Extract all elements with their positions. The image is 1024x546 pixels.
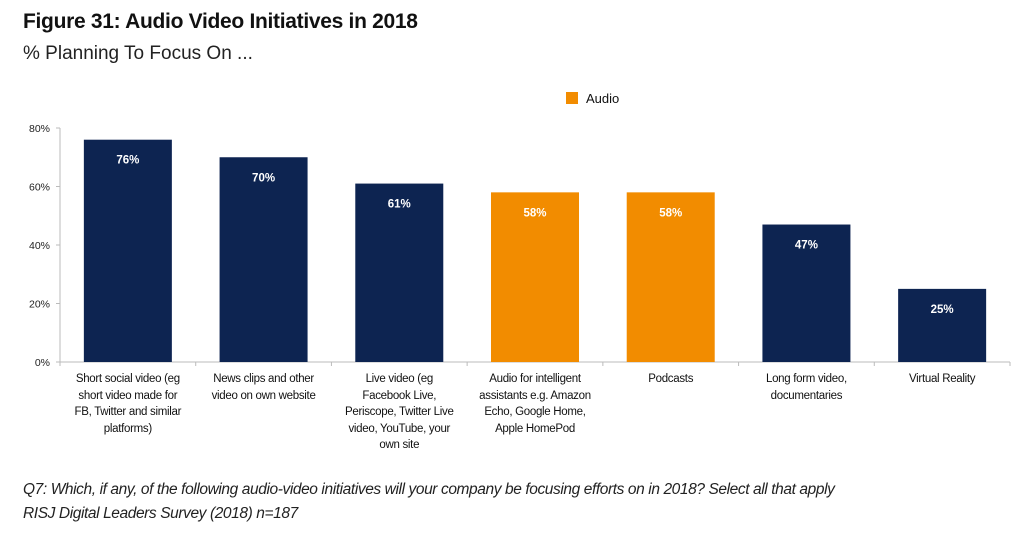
data-label: 76% [116, 155, 139, 167]
category-label-line: platforms) [103, 422, 152, 435]
bar [762, 224, 851, 362]
data-label: 58% [659, 207, 682, 219]
y-tick-label: 60% [29, 182, 50, 194]
category-label-line: Periscope, Twitter Live [344, 406, 454, 418]
data-label: 61% [388, 199, 411, 211]
chart-subtitle: % Planning To Focus On ... [23, 43, 253, 64]
data-label: 47% [795, 240, 818, 252]
bar [219, 157, 308, 362]
category-label-line: Audio for intelligent [489, 373, 581, 385]
category-label-line: FB, Twitter and similar [74, 406, 182, 418]
category-label-line: Long form video, [765, 373, 847, 385]
bar [626, 192, 715, 362]
bar [898, 288, 987, 362]
category-label-line: Short social video (eg [75, 373, 180, 385]
category-label: Live video (eg Facebook Live, Periscope, T… [333, 371, 465, 454]
category-label-line: documentaries [770, 389, 843, 402]
category-label-line: short video made for [78, 389, 178, 402]
chart-title: Figure 31: Audio Video Initiatives in 20… [23, 10, 418, 33]
category-label: Podcasts [605, 371, 737, 388]
category-label-line: Podcasts [648, 373, 694, 385]
bar [83, 139, 172, 362]
bar [491, 192, 579, 362]
legend-label: Audio [586, 91, 619, 106]
category-label-line: Live video (eg [365, 373, 434, 385]
data-label: 70% [252, 172, 275, 184]
survey-question: Q7: Which, if any, of the following audi… [23, 481, 835, 498]
category-label-line: Virtual Reality [909, 373, 976, 385]
y-tick-label: 40% [29, 240, 50, 252]
footnote: Q7: Which, if any, of the following audi… [23, 478, 835, 526]
category-label-line: News clips and other [213, 373, 314, 385]
category-label-line: Echo, Google Home, [484, 406, 586, 418]
category-label: News clips and other video on own website [198, 371, 330, 404]
data-label: 25% [931, 304, 954, 316]
y-tick-label: 0% [35, 357, 50, 369]
category-label-line: own site [379, 439, 420, 451]
legend-swatch [566, 92, 578, 104]
category-label-line: assistants e.g. Amazon [479, 389, 591, 402]
category-label: Virtual Reality [876, 371, 1008, 388]
source-note: RISJ Digital Leaders Survey (2018) n=187 [23, 505, 298, 522]
data-label: 58% [523, 207, 546, 219]
category-label: Audio for intelligent assistants e.g. Ama… [469, 371, 601, 437]
category-label: Long form video, documentaries [740, 371, 872, 404]
bar [355, 183, 444, 362]
y-tick-label: 20% [29, 299, 50, 311]
category-label-line: video on own website [211, 389, 316, 402]
category-label-line: Facebook Live, [362, 389, 437, 402]
category-label: Short social video (eg short video made f… [62, 371, 194, 437]
category-label-line: Apple HomePod [495, 422, 575, 435]
category-label-line: video, YouTube, your [348, 422, 451, 435]
y-tick-label: 80% [29, 123, 50, 135]
